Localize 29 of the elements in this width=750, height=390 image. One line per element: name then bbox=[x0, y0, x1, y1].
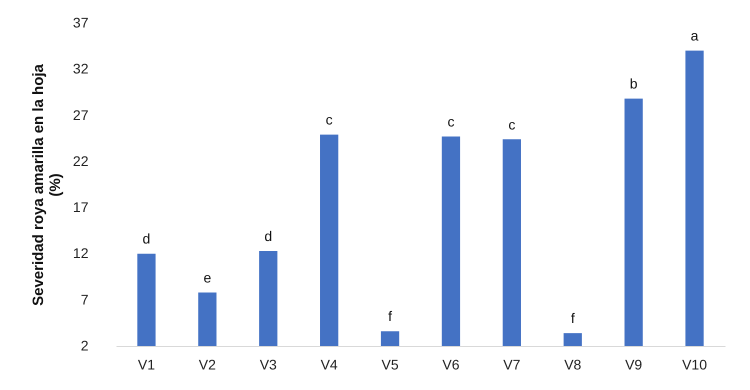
y-tick-label: 2 bbox=[80, 338, 89, 354]
annotation: c bbox=[447, 114, 454, 130]
annotation: d bbox=[264, 228, 272, 244]
annotation: a bbox=[690, 28, 699, 44]
x-tick-label: V6 bbox=[442, 356, 460, 372]
y-tick-label: 17 bbox=[72, 199, 89, 216]
x-tick-label: V5 bbox=[381, 356, 399, 372]
x-tick-label: V4 bbox=[320, 356, 338, 372]
x-tick-label: V3 bbox=[260, 356, 278, 372]
annotation: c bbox=[508, 116, 516, 132]
y-axis-title: Severidad roya amarilla en la hoja (%) bbox=[30, 63, 64, 306]
y-tick-label: 12 bbox=[72, 245, 89, 262]
x-tick-label: V2 bbox=[198, 356, 216, 372]
x-tick-label: V8 bbox=[564, 356, 582, 372]
annotation: f bbox=[570, 310, 575, 326]
annotation: c bbox=[326, 112, 333, 128]
y-tick-label: 37 bbox=[72, 14, 89, 30]
x-tick-label: V1 bbox=[138, 356, 156, 372]
x-tick-label: V10 bbox=[682, 356, 708, 372]
annotation: d bbox=[142, 230, 150, 247]
annotation: e bbox=[203, 269, 212, 286]
y-tick-label: 32 bbox=[72, 60, 89, 77]
annotation: b bbox=[630, 76, 638, 92]
y-tick-label: 22 bbox=[72, 152, 89, 169]
annotation: f bbox=[388, 308, 392, 324]
x-tick-label: V9 bbox=[625, 356, 642, 372]
y-tick-label: 7 bbox=[80, 291, 89, 308]
y-tick-label: 27 bbox=[72, 106, 89, 123]
x-tick-label: V7 bbox=[503, 356, 521, 372]
